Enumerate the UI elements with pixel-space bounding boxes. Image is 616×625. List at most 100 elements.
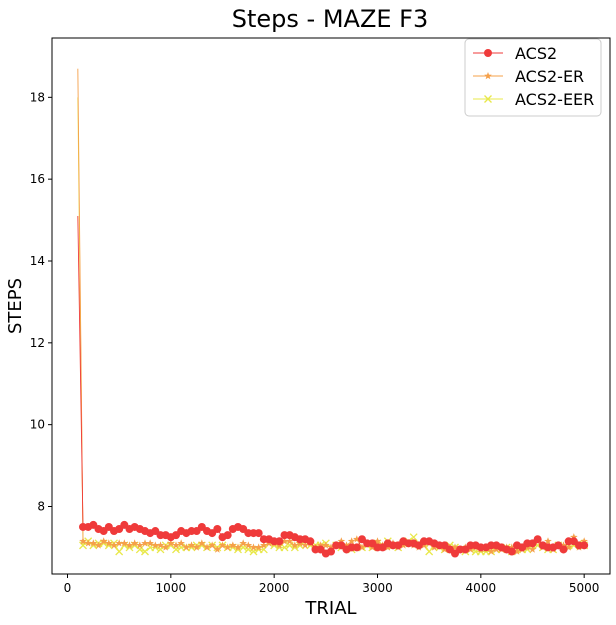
data-point-acs2-er xyxy=(99,537,108,545)
x-tick-label: 5000 xyxy=(569,581,600,595)
series-acs2 xyxy=(77,215,589,558)
x-tick-label: 2000 xyxy=(259,581,290,595)
data-point-acs2 xyxy=(223,531,232,540)
y-tick-label: 8 xyxy=(37,499,45,513)
data-point-acs2-er xyxy=(115,539,123,547)
data-point-acs2-er xyxy=(120,539,129,547)
data-point-acs2-er xyxy=(544,537,552,545)
data-point-acs2-er xyxy=(141,539,149,547)
data-point-acs2-er xyxy=(156,541,165,549)
data-point-acs2-er xyxy=(580,537,588,545)
data-point-acs2-er xyxy=(337,537,346,545)
data-point-acs2-er xyxy=(353,535,361,543)
series-line-acs2 xyxy=(77,215,585,555)
legend-marker xyxy=(484,72,492,80)
y-tick-label: 16 xyxy=(30,172,45,186)
data-point-acs2-er xyxy=(513,547,521,555)
data-point-acs2-er xyxy=(167,539,175,547)
data-point-acs2-er xyxy=(347,537,356,545)
data-point-acs2-er xyxy=(151,541,160,549)
data-point-acs2-er xyxy=(223,543,232,551)
data-point-acs2-er xyxy=(280,537,289,545)
data-point-acs2-er xyxy=(291,541,299,549)
data-point-acs2-er xyxy=(105,539,113,547)
data-point-acs2-er xyxy=(239,539,247,547)
data-point-acs2-er xyxy=(260,541,268,549)
data-point-acs2-er xyxy=(136,541,144,549)
data-point-acs2-eer xyxy=(425,547,434,556)
data-point-acs2-eer xyxy=(259,545,268,554)
legend-entry-acs2-eer: ACS2-EER xyxy=(473,90,594,109)
data-point-acs2-er xyxy=(94,541,103,549)
data-point-acs2-er xyxy=(198,539,206,547)
series-line-acs2-eer xyxy=(77,97,585,553)
data-point-acs2-eer xyxy=(79,541,87,550)
legend-marker xyxy=(484,95,492,103)
data-point-acs2-er xyxy=(172,541,180,549)
data-point-acs2-er xyxy=(125,541,134,549)
x-tick-label: 0 xyxy=(64,581,72,595)
data-point-acs2 xyxy=(533,535,542,544)
data-point-acs2-er xyxy=(177,539,185,547)
legend: ACS2 ACS2-ER ACS2-EER xyxy=(464,38,602,117)
legend-label: ACS2-EER xyxy=(515,90,594,109)
data-point-acs2-er xyxy=(487,547,495,555)
data-point-acs2-er xyxy=(218,541,227,549)
data-point-acs2-er xyxy=(316,541,325,549)
data-point-acs2-er xyxy=(322,541,330,549)
data-point-acs2 xyxy=(327,547,335,556)
data-point-acs2-er xyxy=(213,545,222,553)
data-point-acs2 xyxy=(254,529,263,538)
data-point-acs2 xyxy=(306,537,315,546)
data-point-acs2 xyxy=(559,545,568,554)
data-point-acs2-er xyxy=(203,543,211,551)
data-point-acs2-er xyxy=(358,543,366,551)
data-point-acs2-er xyxy=(559,541,568,549)
data-point-acs2-eer xyxy=(156,545,165,554)
legend-label: ACS2 xyxy=(515,44,557,63)
data-point-acs2-eer xyxy=(141,547,149,556)
x-tick-label: 1000 xyxy=(156,581,187,595)
data-point-acs2-er xyxy=(508,543,516,551)
data-point-acs2-er xyxy=(89,539,98,547)
data-point-acs2-er xyxy=(254,543,263,551)
legend-entry-acs2-er: ACS2-ER xyxy=(473,67,584,86)
data-point-acs2-er xyxy=(146,539,154,547)
data-point-acs2-er xyxy=(327,543,335,551)
y-tick-label: 18 xyxy=(30,90,45,104)
series-acs2-eer xyxy=(77,97,589,556)
y-tick-label: 10 xyxy=(30,418,45,432)
chart-title: Steps - MAZE F3 xyxy=(232,5,429,33)
data-point-acs2-er xyxy=(564,543,573,551)
data-point-acs2-eer xyxy=(244,545,253,554)
data-point-acs2-er xyxy=(570,533,578,541)
data-point-acs2-er xyxy=(373,537,382,545)
data-point-acs2-er xyxy=(229,541,237,549)
plot-frame xyxy=(51,37,611,575)
legend-box xyxy=(464,38,602,117)
data-point-acs2-er xyxy=(192,543,201,551)
data-point-acs2 xyxy=(507,547,516,556)
data-point-acs2-er xyxy=(342,541,351,549)
legend-marker xyxy=(484,49,492,57)
data-point-acs2 xyxy=(352,543,361,552)
x-tick-label: 3000 xyxy=(362,581,393,595)
data-point-acs2-er xyxy=(285,537,294,545)
data-point-acs2-eer xyxy=(249,547,258,556)
legend-label: ACS2-ER xyxy=(515,67,584,86)
data-point-acs2-er xyxy=(79,537,87,545)
y-axis-label: STEPS xyxy=(5,278,26,334)
data-point-acs2-eer xyxy=(115,547,124,556)
y-tick-label: 14 xyxy=(30,254,45,268)
data-point-acs2-er xyxy=(130,539,139,547)
data-point-acs2-er xyxy=(187,541,196,549)
legend-entries: ACS2 ACS2-ER ACS2-EER xyxy=(473,44,594,109)
y-tick-label: 12 xyxy=(30,336,45,350)
series-layer xyxy=(77,68,589,558)
legend-entry-acs2: ACS2 xyxy=(473,44,557,63)
data-point-acs2-er xyxy=(208,541,216,549)
data-point-acs2-er xyxy=(234,543,242,551)
data-point-acs2-er xyxy=(244,541,253,549)
